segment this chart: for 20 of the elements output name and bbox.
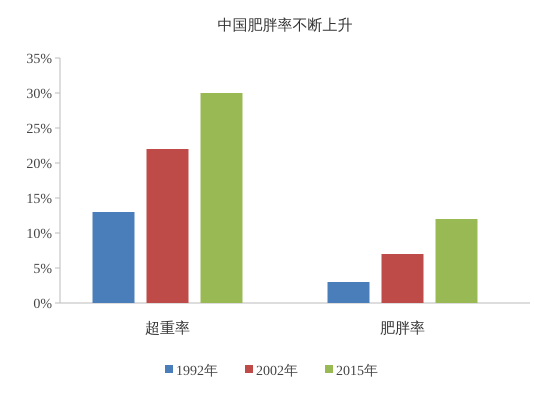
- bar: [382, 254, 424, 303]
- y-tick-label: 35%: [26, 52, 52, 67]
- bar: [200, 93, 242, 303]
- x-tick-label: 超重率: [145, 320, 190, 337]
- bar: [92, 212, 134, 303]
- legend-label: 1992年: [176, 363, 218, 379]
- x-tick-label: 肥胖率: [380, 320, 425, 337]
- y-tick-label: 5%: [33, 262, 52, 277]
- y-tick-label: 15%: [26, 192, 52, 207]
- legend-label: 2015年: [336, 363, 378, 379]
- y-tick-label: 10%: [26, 227, 52, 242]
- y-tick-label: 30%: [26, 87, 52, 102]
- chart-title: 中国肥胖率不断上升: [218, 17, 352, 34]
- bar: [436, 219, 478, 303]
- bar: [146, 149, 188, 303]
- y-tick-label: 25%: [26, 122, 52, 137]
- bar: [328, 282, 370, 303]
- y-tick-label: 20%: [26, 157, 52, 172]
- legend-label: 2002年: [256, 363, 298, 379]
- y-tick-label: 0%: [33, 297, 52, 312]
